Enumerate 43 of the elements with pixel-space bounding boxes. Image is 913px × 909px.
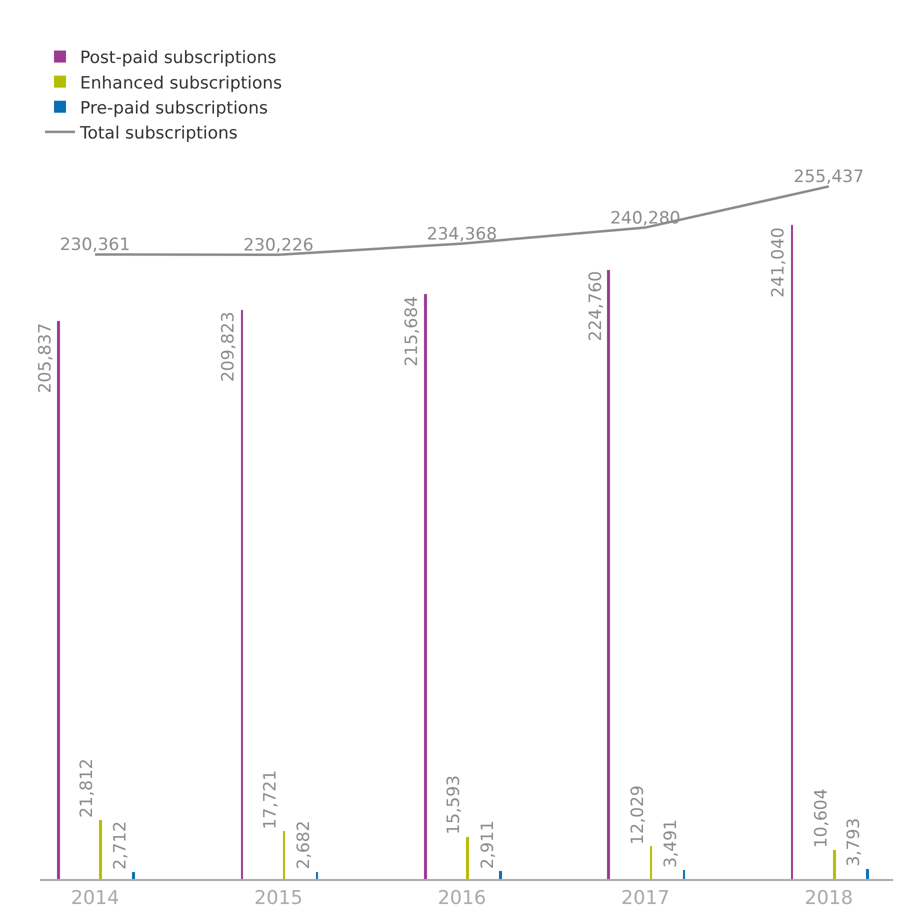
data-label: 2,712 — [110, 821, 130, 870]
data-label: 3,491 — [660, 819, 681, 868]
bar — [132, 872, 135, 879]
bar — [57, 321, 60, 879]
data-label: 12,029 — [628, 785, 648, 845]
data-label: 230,361 — [60, 235, 130, 256]
data-label: 3,793 — [844, 818, 864, 867]
bar — [466, 837, 469, 879]
bar — [424, 294, 427, 879]
x-tick-label: 2016 — [438, 886, 486, 909]
bar — [283, 831, 285, 879]
data-label: 15,593 — [444, 775, 464, 835]
data-label: 205,837 — [35, 322, 56, 394]
data-label: 241,040 — [768, 227, 789, 298]
data-label: 17,721 — [260, 770, 281, 830]
bar — [866, 869, 869, 879]
data-label: 209,823 — [218, 312, 239, 382]
bar — [241, 310, 243, 879]
data-label: 2,682 — [294, 820, 314, 870]
bar — [650, 846, 652, 879]
data-label: 230,226 — [243, 236, 314, 256]
data-label: 10,604 — [812, 788, 832, 848]
bar — [316, 872, 318, 879]
data-label: 215,684 — [402, 296, 422, 366]
legend-label: Total subscriptions — [79, 123, 238, 144]
x-tick-label: 2014 — [70, 886, 120, 909]
legend-label: Post-paid subscriptions — [80, 48, 277, 68]
data-label: 255,437 — [794, 167, 864, 188]
bar — [499, 871, 502, 879]
x-tick-label: 2015 — [254, 886, 303, 909]
data-label: 2,911 — [478, 820, 498, 870]
data-label: 21,812 — [77, 758, 98, 818]
legend-label: Enhanced subscriptions — [80, 73, 282, 94]
x-tick-label: 2018 — [804, 886, 853, 909]
data-label: 234,368 — [426, 224, 498, 244]
bar — [833, 850, 836, 879]
x-tick-label: 2017 — [621, 886, 670, 909]
bar — [683, 870, 685, 879]
legend-label: Pre-paid subscriptions — [80, 98, 268, 118]
data-label: 224,760 — [586, 270, 606, 342]
bar — [607, 270, 610, 879]
bar — [791, 225, 793, 879]
bar — [99, 820, 102, 879]
